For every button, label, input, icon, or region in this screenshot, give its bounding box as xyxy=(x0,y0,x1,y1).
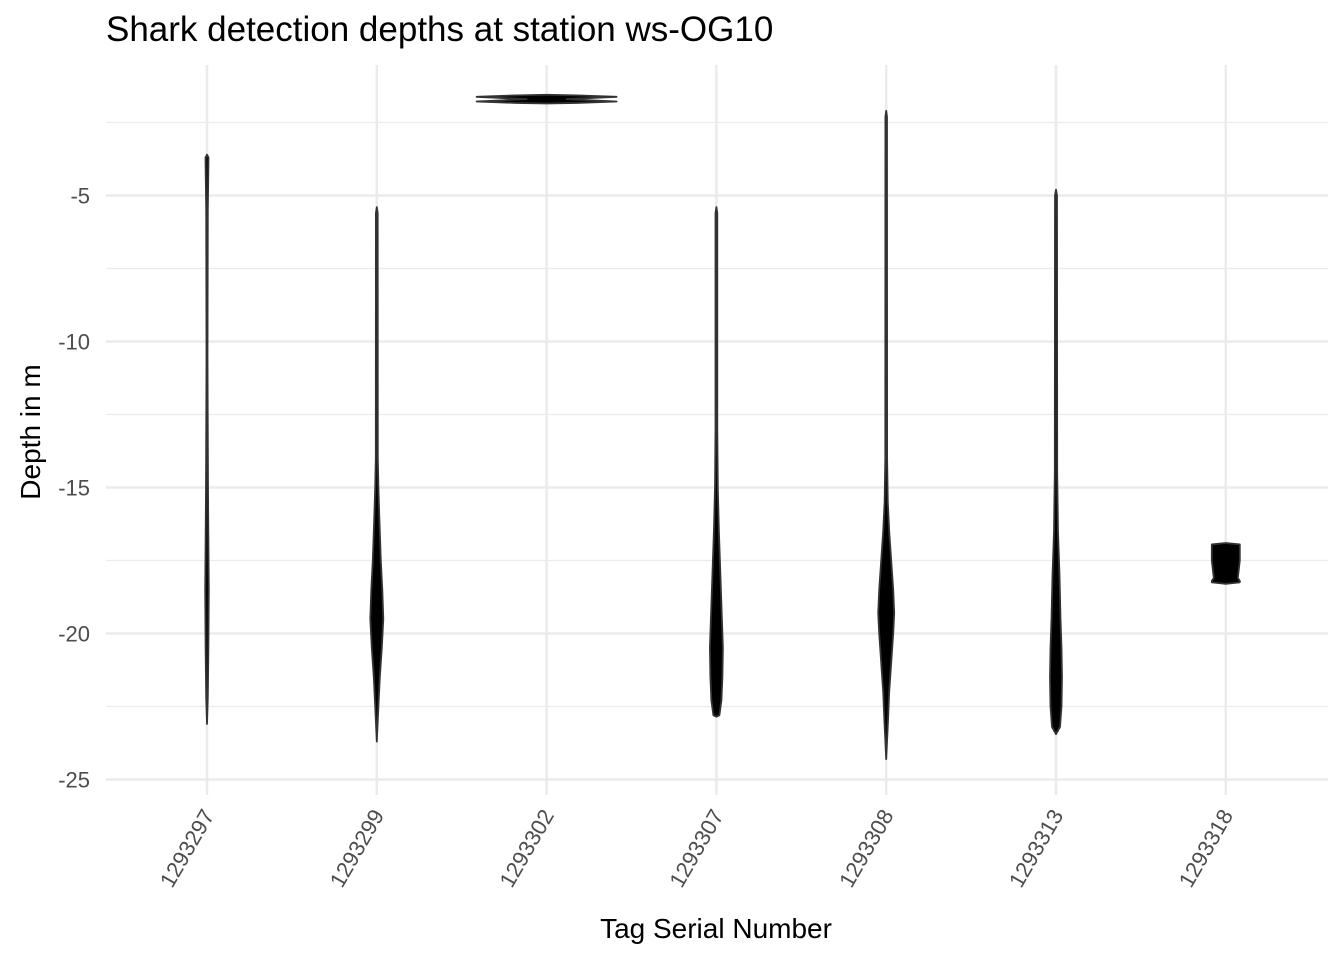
violin-1293299 xyxy=(369,206,385,743)
x-tick-label: 1293308 xyxy=(834,805,898,892)
x-tick-label: 1293307 xyxy=(664,805,728,892)
x-axis-title: Tag Serial Number xyxy=(600,913,832,944)
violins xyxy=(204,93,1241,760)
violin-1293308 xyxy=(877,109,896,760)
y-axis-title: Depth in m xyxy=(15,364,46,499)
violin-1293318 xyxy=(1210,542,1241,585)
y-tick-label: -25 xyxy=(58,768,90,793)
x-tick-label: 1293313 xyxy=(1004,805,1068,892)
x-tick-label: 1293297 xyxy=(155,805,219,892)
chart-title: Shark detection depths at station ws-OG1… xyxy=(106,10,774,49)
y-tick-label: -15 xyxy=(58,476,90,501)
x-tick-label: 1293302 xyxy=(494,805,558,892)
y-tick-label: -10 xyxy=(58,330,90,355)
violin-1293297 xyxy=(204,153,210,725)
violin-1293302 xyxy=(475,93,618,105)
violin-1293307 xyxy=(709,206,724,718)
x-tick-labels: 1293297 1293299 1293302 1293307 1293308 12933… xyxy=(155,805,1238,892)
y-tick-label: -20 xyxy=(58,622,90,647)
y-tick-labels: -5 -10 -15 -20 -25 xyxy=(58,184,90,793)
violin-1293313 xyxy=(1049,188,1063,736)
x-tick-label: 1293318 xyxy=(1174,805,1238,892)
y-tick-label: -5 xyxy=(70,184,90,209)
x-tick-label: 1293299 xyxy=(325,805,389,892)
